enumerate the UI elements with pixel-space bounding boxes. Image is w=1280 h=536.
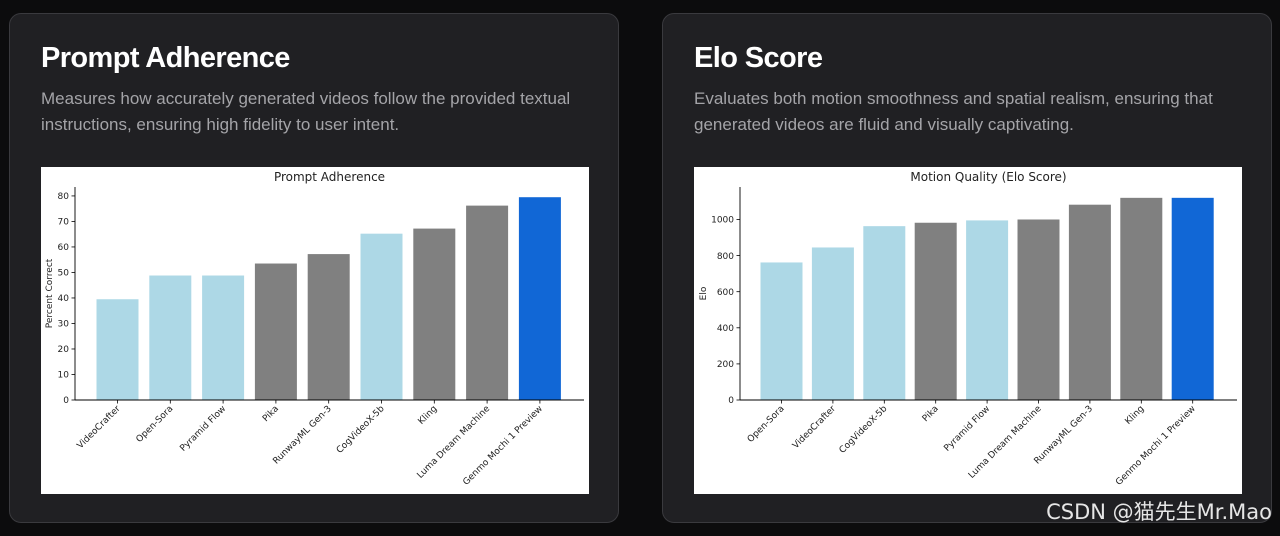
bar xyxy=(1120,197,1163,400)
y-axis-label: Percent Correct xyxy=(45,258,55,328)
y-tick-label: 400 xyxy=(717,324,734,334)
card-title: Prompt Adherence xyxy=(41,42,290,74)
y-tick-label: 80 xyxy=(58,192,70,202)
elo-score-card: Elo Score Evaluates both motion smoothne… xyxy=(662,13,1272,523)
x-tick-label: RunwayML Gen-3 xyxy=(271,404,333,466)
y-tick-label: 20 xyxy=(58,345,70,355)
bar xyxy=(811,247,854,400)
bar xyxy=(307,254,350,400)
x-tick-label: Pyramid Flow xyxy=(942,404,992,454)
x-tick-label: RunwayML Gen-3 xyxy=(1033,404,1095,466)
y-tick-label: 10 xyxy=(58,371,70,381)
y-tick-label: 200 xyxy=(717,360,734,370)
bar xyxy=(966,220,1009,400)
x-tick-label: Open-Sora xyxy=(135,404,176,445)
chart-title: Prompt Adherence xyxy=(274,170,385,184)
card-title: Elo Score xyxy=(694,42,823,74)
bar xyxy=(518,197,561,400)
x-tick-label: Kling xyxy=(1124,404,1147,427)
elo-score-chart-svg: Motion Quality (Elo Score) 0 200 400 600 800 1… xyxy=(699,170,1237,488)
elo-score-chart: Motion Quality (Elo Score) 0 200 400 600 800 1… xyxy=(694,167,1242,494)
prompt-adherence-chart: Prompt Adherence 0 10 20 30 40 50 60 70 80 VideoCr… xyxy=(41,167,589,494)
x-tick-label: VideoCrafter xyxy=(791,404,838,451)
y-axis-label: Elo xyxy=(699,286,709,300)
bar xyxy=(760,262,803,400)
y-tick-label: 60 xyxy=(58,243,70,253)
y-tick-label: 1000 xyxy=(711,216,734,226)
y-tick-label: 0 xyxy=(63,396,69,406)
y-tick-label: 600 xyxy=(717,288,734,298)
bar xyxy=(863,226,906,400)
card-description: Measures how accurately generated videos… xyxy=(41,89,571,134)
y-tick-label: 50 xyxy=(58,269,70,279)
card-description: Evaluates both motion smoothness and spa… xyxy=(694,89,1213,134)
x-tick-label: CogVideoX-5b xyxy=(838,404,890,456)
y-tick-label: 800 xyxy=(717,252,734,262)
bar xyxy=(413,228,456,400)
bar xyxy=(96,299,139,400)
y-tick-label: 0 xyxy=(728,396,734,406)
x-tick-label: VideoCrafter xyxy=(76,404,123,451)
prompt-adherence-chart-svg: Prompt Adherence 0 10 20 30 40 50 60 70 80 VideoCr… xyxy=(45,170,584,488)
bar xyxy=(466,205,509,400)
x-tick-label: Pika xyxy=(921,404,941,424)
x-tick-label: Pika xyxy=(261,404,281,424)
y-tick-label: 40 xyxy=(58,294,70,304)
x-tick-label: Kling xyxy=(417,404,440,427)
bar xyxy=(254,263,297,400)
bar xyxy=(1068,204,1111,400)
x-tick-label: CogVideoX-5b xyxy=(335,404,387,456)
chart-title: Motion Quality (Elo Score) xyxy=(910,170,1066,184)
y-tick-label: 30 xyxy=(58,320,70,330)
prompt-adherence-card: Prompt Adherence Measures how accurately… xyxy=(9,13,619,523)
bar xyxy=(914,222,957,400)
bar xyxy=(1017,219,1060,400)
bar xyxy=(360,233,403,400)
x-tick-label: Open-Sora xyxy=(746,404,787,445)
bar xyxy=(1171,197,1214,400)
bar xyxy=(202,275,245,400)
y-tick-label: 70 xyxy=(58,218,70,228)
x-tick-label: Pyramid Flow xyxy=(178,404,228,454)
watermark: CSDN @猫先生Mr.Mao xyxy=(1046,500,1272,524)
bar xyxy=(149,275,192,400)
